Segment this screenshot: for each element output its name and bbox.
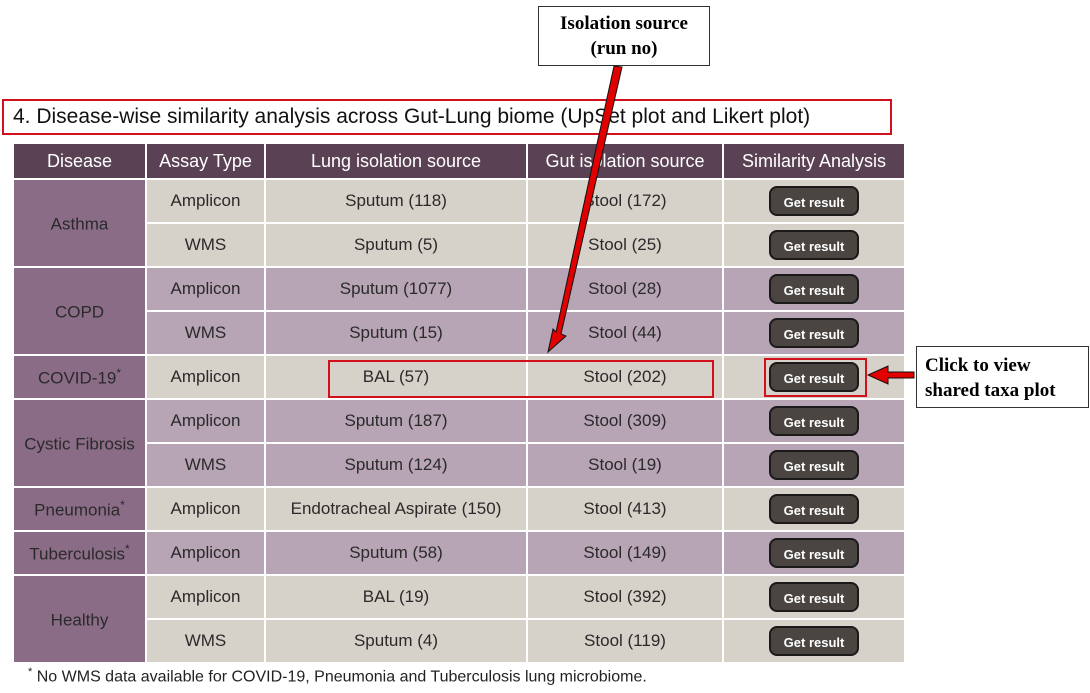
action-cell: Get result [724,180,904,222]
gut-source-cell: Stool (172) [528,180,722,222]
header-lung-source: Lung isolation source [266,144,526,178]
get-result-button[interactable]: Get result [769,538,859,568]
footnote: * No WMS data available for COVID-19, Pn… [28,666,647,686]
assay-cell: Amplicon [147,180,264,222]
gut-source-cell: Stool (202) [528,356,722,398]
gut-source-cell: Stool (19) [528,444,722,486]
header-gut-source: Gut isolation source [528,144,722,178]
gut-source-cell: Stool (28) [528,268,722,310]
callout-line: Isolation source [560,13,688,34]
get-result-highlight [764,358,867,397]
assay-cell: Amplicon [147,356,264,398]
disease-cell: Asthma [14,180,145,266]
get-result-button[interactable]: Get result [769,582,859,612]
table-row: COPD Amplicon Sputum (1077) Stool (28) G… [14,268,904,354]
header-similarity-analysis: Similarity Analysis [724,144,904,178]
table-row: WMS Sputum (124) Stool (19) Get result [14,444,904,486]
isolation-source-callout: Isolation source (run no) [538,6,710,66]
get-result-button[interactable]: Get result [769,626,859,656]
lung-source-cell: Sputum (58) [266,532,526,574]
disease-cell: Tuberculosis* [14,532,145,574]
table-row: Pneumonia* Amplicon Endotracheal Aspirat… [14,488,904,530]
assay-cell: WMS [147,620,264,662]
gut-source-cell: Stool (119) [528,620,722,662]
get-result-button[interactable]: Get result [769,274,859,304]
assay-cell: WMS [147,444,264,486]
footnote-text: No WMS data available for COVID-19, Pneu… [36,668,647,686]
action-cell: Get result [724,400,904,442]
table-row: WMS Sputum (15) Stool (44) Get result [14,312,904,354]
lung-source-cell: Endotracheal Aspirate (150) [266,488,526,530]
action-cell: Get result [724,312,904,354]
footnote-mark: * [28,666,33,678]
table-row: WMS Sputum (4) Stool (119) Get result [14,620,904,662]
action-cell: Get result [724,488,904,530]
callout-line: Click to view [925,355,1031,376]
disease-cell: COPD [14,268,145,354]
gut-source-cell: Stool (44) [528,312,722,354]
similarity-table: Disease Assay Type Lung isolation source… [12,142,906,664]
action-cell: Get result [724,444,904,486]
header-assay-type: Assay Type [147,144,264,178]
lung-source-cell: BAL (57) [266,356,526,398]
disease-cell: Cystic Fibrosis [14,400,145,486]
assay-cell: Amplicon [147,488,264,530]
lung-source-cell: Sputum (187) [266,400,526,442]
callout-line: (run no) [590,38,658,59]
assay-cell: Amplicon [147,532,264,574]
assay-cell: Amplicon [147,268,264,310]
gut-source-cell: Stool (413) [528,488,722,530]
section-title: 4. Disease-wise similarity analysis acro… [2,99,892,135]
action-cell: Get result [724,268,904,310]
lung-source-cell: Sputum (118) [266,180,526,222]
callout-line: shared taxa plot [925,380,1056,401]
assay-cell: WMS [147,312,264,354]
assay-cell: WMS [147,224,264,266]
table-row: Cystic Fibrosis Amplicon Sputum (187) St… [14,400,904,486]
table-row: WMS Sputum (5) Stool (25) Get result [14,224,904,266]
table-row: Tuberculosis* Amplicon Sputum (58) Stool… [14,532,904,574]
get-result-button[interactable]: Get result [769,186,859,216]
table-row: Asthma Amplicon Sputum (118) Stool (172)… [14,180,904,266]
get-result-button[interactable]: Get result [769,230,859,260]
lung-source-cell: Sputum (1077) [266,268,526,310]
gut-source-cell: Stool (149) [528,532,722,574]
shared-taxa-callout: Click to view shared taxa plot [916,346,1089,408]
gut-source-cell: Stool (392) [528,576,722,618]
lung-source-cell: Sputum (15) [266,312,526,354]
action-cell: Get result [724,224,904,266]
lung-source-cell: Sputum (124) [266,444,526,486]
disease-cell: Healthy [14,576,145,662]
get-result-button[interactable]: Get result [769,450,859,480]
header-disease: Disease [14,144,145,178]
disease-cell: COVID-19* [14,356,145,398]
lung-source-cell: Sputum (5) [266,224,526,266]
action-cell: Get result [724,532,904,574]
action-cell: Get result [724,620,904,662]
assay-cell: Amplicon [147,576,264,618]
table-row: COVID-19* Amplicon BAL (57) Stool (202) … [14,356,904,398]
table-row: Healthy Amplicon BAL (19) Stool (392) Ge… [14,576,904,662]
gut-source-cell: Stool (309) [528,400,722,442]
assay-cell: Amplicon [147,400,264,442]
disease-cell: Pneumonia* [14,488,145,530]
isolation-source-highlight [328,360,714,398]
lung-source-cell: Sputum (4) [266,620,526,662]
get-result-button[interactable]: Get result [769,494,859,524]
get-result-button[interactable]: Get result [769,318,859,348]
lung-source-cell: BAL (19) [266,576,526,618]
gut-source-cell: Stool (25) [528,224,722,266]
action-cell: Get result [724,576,904,618]
get-result-button[interactable]: Get result [769,406,859,436]
get-result-button[interactable]: Get result [769,362,859,392]
